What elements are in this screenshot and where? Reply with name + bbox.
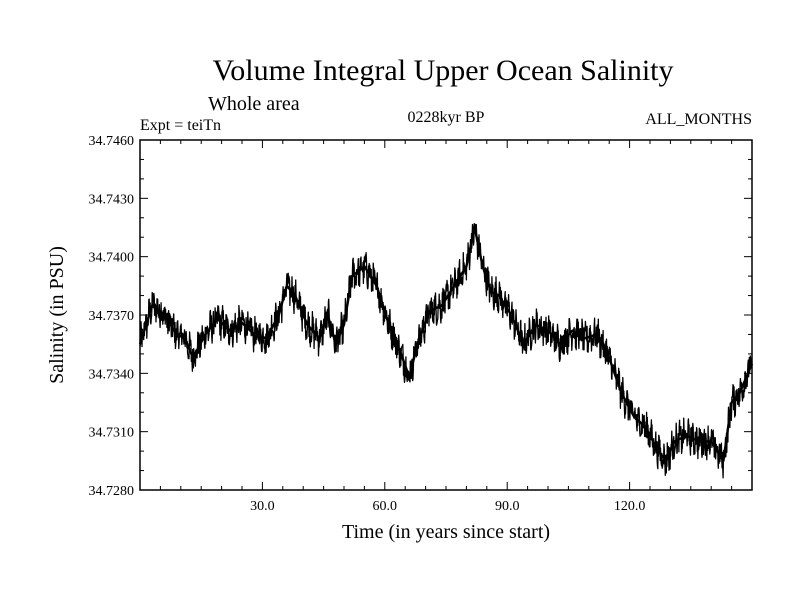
x-tick-label: 120.0 bbox=[614, 499, 646, 514]
y-tick-label: 34.7460 bbox=[89, 134, 135, 149]
x-axis-label: Time (in years since start) bbox=[342, 521, 550, 543]
months-label: ALL_MONTHS bbox=[645, 111, 752, 128]
y-tick-label: 34.7280 bbox=[89, 484, 135, 499]
x-tick-label: 30.0 bbox=[250, 499, 275, 514]
salinity-series-line bbox=[138, 226, 754, 462]
axes: 30.0 60.0 90.0 120.0 34.7280 34.7310 34.7340 34… bbox=[89, 134, 752, 514]
y-tick-label: 34.7430 bbox=[89, 192, 135, 207]
period-label: 0228kyr BP bbox=[408, 109, 485, 126]
y-tick-label: 34.7400 bbox=[89, 251, 135, 266]
plot-frame bbox=[139, 139, 753, 491]
y-tick-label: 34.7340 bbox=[89, 367, 135, 382]
x-tick-label: 90.0 bbox=[495, 499, 520, 514]
salinity-line-detail bbox=[139, 222, 753, 479]
chart-title: Volume Integral Upper Ocean Salinity bbox=[213, 54, 674, 87]
chart-subtitle: Whole area bbox=[208, 93, 300, 115]
y-axis-label: Salinity (in PSU) bbox=[46, 246, 68, 384]
experiment-label: Expt = teiTn bbox=[140, 117, 221, 134]
plot-area bbox=[138, 222, 754, 479]
y-tick-label: 34.7310 bbox=[89, 426, 135, 441]
y-tick-label: 34.7370 bbox=[89, 309, 135, 324]
x-tick-label: 60.0 bbox=[373, 499, 398, 514]
